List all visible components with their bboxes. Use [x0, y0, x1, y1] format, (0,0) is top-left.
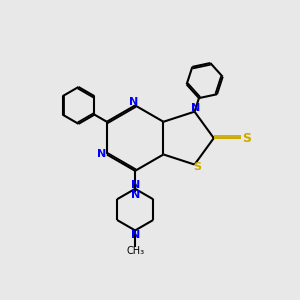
Text: N: N [130, 180, 140, 190]
Text: N: N [130, 230, 140, 240]
Text: S: S [193, 162, 201, 172]
Text: S: S [243, 132, 252, 145]
Text: N: N [97, 149, 106, 160]
Text: CH₃: CH₃ [126, 246, 144, 256]
Text: N: N [131, 190, 140, 200]
Text: N: N [129, 97, 138, 107]
Text: N: N [191, 103, 201, 113]
